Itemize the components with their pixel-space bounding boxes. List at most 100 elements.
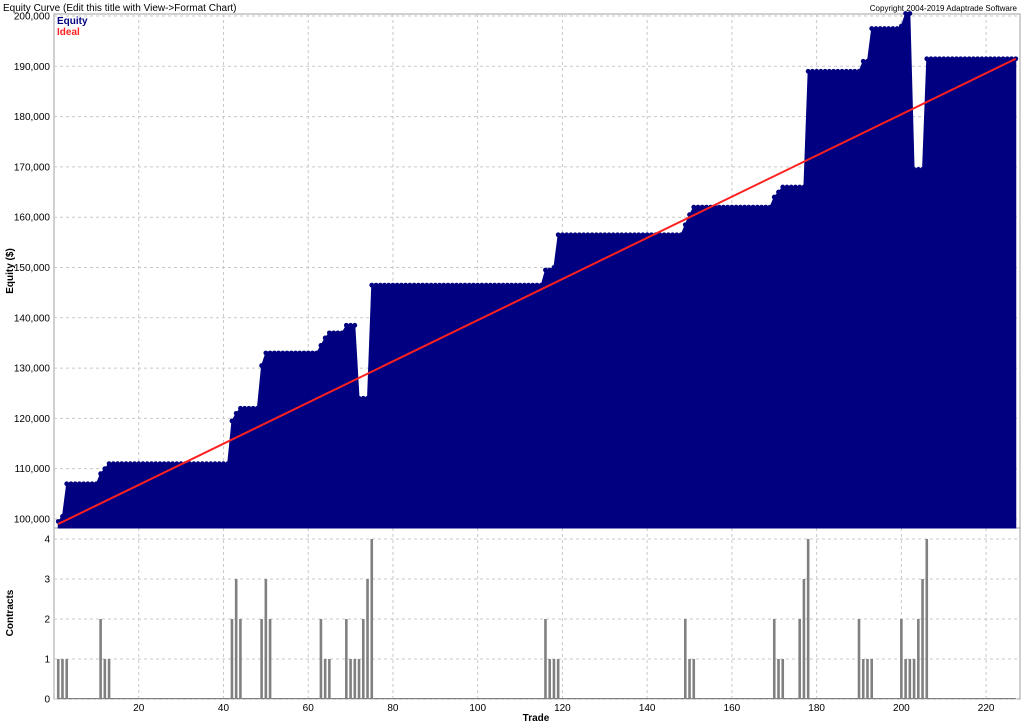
equity-point — [149, 461, 154, 467]
equity-point — [915, 167, 921, 172]
equity-point — [928, 56, 934, 62]
equity-point — [437, 282, 442, 288]
equity-point — [873, 26, 879, 31]
equity-point — [60, 514, 65, 519]
equity-point — [754, 204, 760, 210]
equity-point — [839, 68, 845, 74]
trade-x-tick-label: 100 — [469, 703, 486, 714]
equity-point — [127, 461, 133, 467]
equity-point — [835, 68, 841, 74]
equity-point — [305, 350, 311, 356]
trade-x-tick-label: 160 — [724, 703, 741, 714]
contracts-bar — [260, 619, 263, 699]
equity-point — [877, 26, 883, 31]
equity-point — [161, 461, 167, 467]
equity-point — [898, 23, 904, 29]
equity-point — [890, 26, 896, 31]
equity-point — [229, 418, 235, 424]
equity-point — [894, 26, 900, 31]
equity-point — [826, 68, 832, 74]
equity-point — [543, 267, 548, 273]
equity-point — [644, 232, 650, 238]
legend-ideal: Ideal — [57, 27, 80, 38]
equity-point — [979, 56, 985, 62]
equity-point — [640, 232, 646, 238]
equity-point — [776, 189, 781, 195]
equity-point — [691, 204, 697, 210]
equity-point — [780, 184, 786, 190]
equity-point — [615, 232, 620, 238]
equity-point — [276, 350, 281, 356]
equity-y-tick-label: 160,000 — [14, 213, 51, 224]
equity-point — [221, 461, 226, 467]
equity-point — [636, 232, 642, 238]
equity-point — [547, 267, 553, 273]
equity-point — [954, 56, 959, 62]
equity-point — [627, 232, 633, 238]
equity-point — [814, 68, 820, 74]
equity-y-tick-label: 130,000 — [14, 364, 51, 375]
equity-point — [153, 461, 159, 467]
equity-point — [937, 56, 942, 62]
equity-point — [458, 282, 464, 288]
contracts-bar — [366, 579, 369, 699]
equity-point — [767, 204, 773, 210]
equity-point — [966, 56, 972, 62]
equity-point — [678, 232, 684, 238]
chart-title: Equity Curve (Edit this title with View-… — [3, 3, 237, 14]
equity-point — [924, 56, 930, 62]
legend-equity: Equity — [57, 16, 88, 27]
equity-point — [110, 461, 116, 467]
equity-point — [394, 282, 400, 288]
contracts-bar — [857, 619, 861, 699]
trade-x-tick-label: 140 — [639, 703, 656, 714]
contracts-bar — [361, 619, 365, 699]
equity-point — [843, 68, 849, 74]
trade-x-tick-label: 80 — [387, 703, 399, 714]
equity-point — [852, 68, 858, 74]
equity-point — [225, 461, 231, 467]
trade-x-tick-label: 120 — [554, 703, 571, 714]
equity-point — [581, 232, 587, 238]
equity-point — [216, 461, 222, 467]
trade-x-tick-label: 40 — [218, 703, 230, 714]
equity-point — [699, 204, 705, 210]
equity-point — [343, 322, 349, 328]
contracts-bar — [345, 619, 348, 699]
equity-point — [530, 282, 536, 288]
contracts-bar — [802, 579, 806, 699]
equity-y-tick-label: 110,000 — [15, 464, 51, 475]
trade-x-tick-label: 180 — [808, 703, 825, 714]
equity-point — [208, 461, 214, 467]
contracts-bar — [692, 659, 696, 699]
equity-point — [733, 204, 739, 210]
equity-point — [970, 56, 976, 62]
equity-point — [797, 184, 803, 190]
equity-series — [55, 11, 1019, 529]
equity-point — [360, 395, 366, 401]
equity-point — [665, 232, 671, 238]
equity-point — [479, 282, 485, 288]
equity-y-tick-label: 140,000 — [14, 313, 51, 324]
equity-point — [975, 56, 981, 62]
equity-point — [115, 461, 120, 467]
equity-point — [992, 56, 997, 62]
contracts-y-tick-label: 1 — [44, 655, 50, 666]
equity-point — [339, 330, 345, 336]
equity-y-ticks: 100,000 110,000 120,000 130,000 140,000 150,0… — [14, 12, 51, 526]
equity-point — [560, 232, 565, 238]
equity-point — [521, 282, 527, 288]
equity-point — [301, 350, 307, 356]
contracts-bar — [107, 659, 111, 699]
equity-point — [157, 461, 163, 467]
equity-point — [348, 322, 353, 328]
trade-x-tick-label: 20 — [133, 703, 145, 714]
equity-point — [72, 481, 78, 487]
equity-point — [721, 204, 726, 210]
contracts-bar — [798, 619, 801, 699]
contracts-bar — [61, 659, 64, 699]
equity-point — [331, 330, 337, 336]
contracts-bar — [552, 659, 556, 699]
contracts-bar — [239, 619, 242, 699]
equity-y-tick-label: 180,000 — [14, 112, 51, 123]
